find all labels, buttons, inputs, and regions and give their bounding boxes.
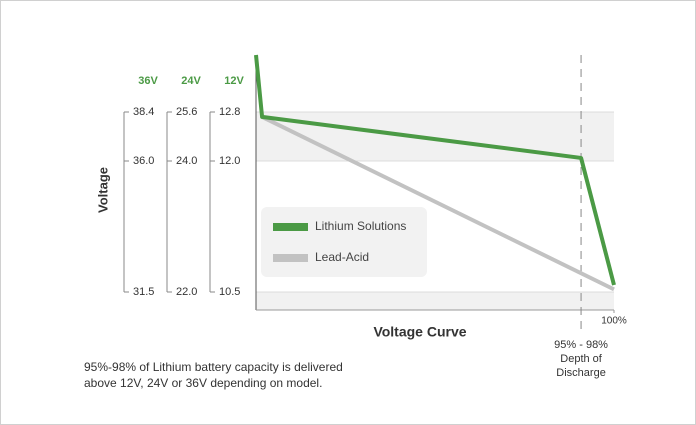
x-tick-label: 100% (601, 316, 627, 327)
legend-box (261, 207, 427, 277)
legend-label: Lithium Solutions (315, 219, 406, 233)
marker-label: 95% - 98% (554, 339, 608, 351)
column-header: 24V (181, 75, 201, 87)
band (256, 292, 614, 310)
series-line (261, 115, 615, 292)
y-tick-label: 25.6 (176, 106, 197, 118)
legend-label: Lead-Acid (315, 250, 369, 264)
y-axis-label: Voltage (95, 167, 110, 213)
legend: Lithium Solutions Lead-Acid (261, 207, 427, 277)
marker-label: Discharge (556, 367, 606, 379)
y-tick-label: 38.4 (133, 106, 154, 118)
column-header: 12V (224, 75, 244, 87)
y-tick-label: 22.0 (176, 286, 197, 298)
column-header: 36V (138, 75, 158, 87)
y-tick-label: 24.0 (176, 155, 197, 167)
chart-title: Voltage Curve (373, 324, 466, 340)
y-tick-label: 12.8 (219, 106, 240, 118)
y-tick-label: 10.5 (219, 286, 240, 298)
legend-swatch (273, 223, 308, 231)
note: above 12V, 24V or 36V depending on model… (84, 376, 322, 390)
y-tick-label: 12.0 (219, 155, 240, 167)
y-tick-label: 36.0 (133, 155, 154, 167)
series-line (254, 54, 616, 286)
y-tick-label: 31.5 (133, 286, 154, 298)
legend-swatch (273, 254, 308, 262)
note: 95%-98% of Lithium battery capacity is d… (84, 360, 343, 374)
marker-label: Depth of (560, 353, 603, 365)
